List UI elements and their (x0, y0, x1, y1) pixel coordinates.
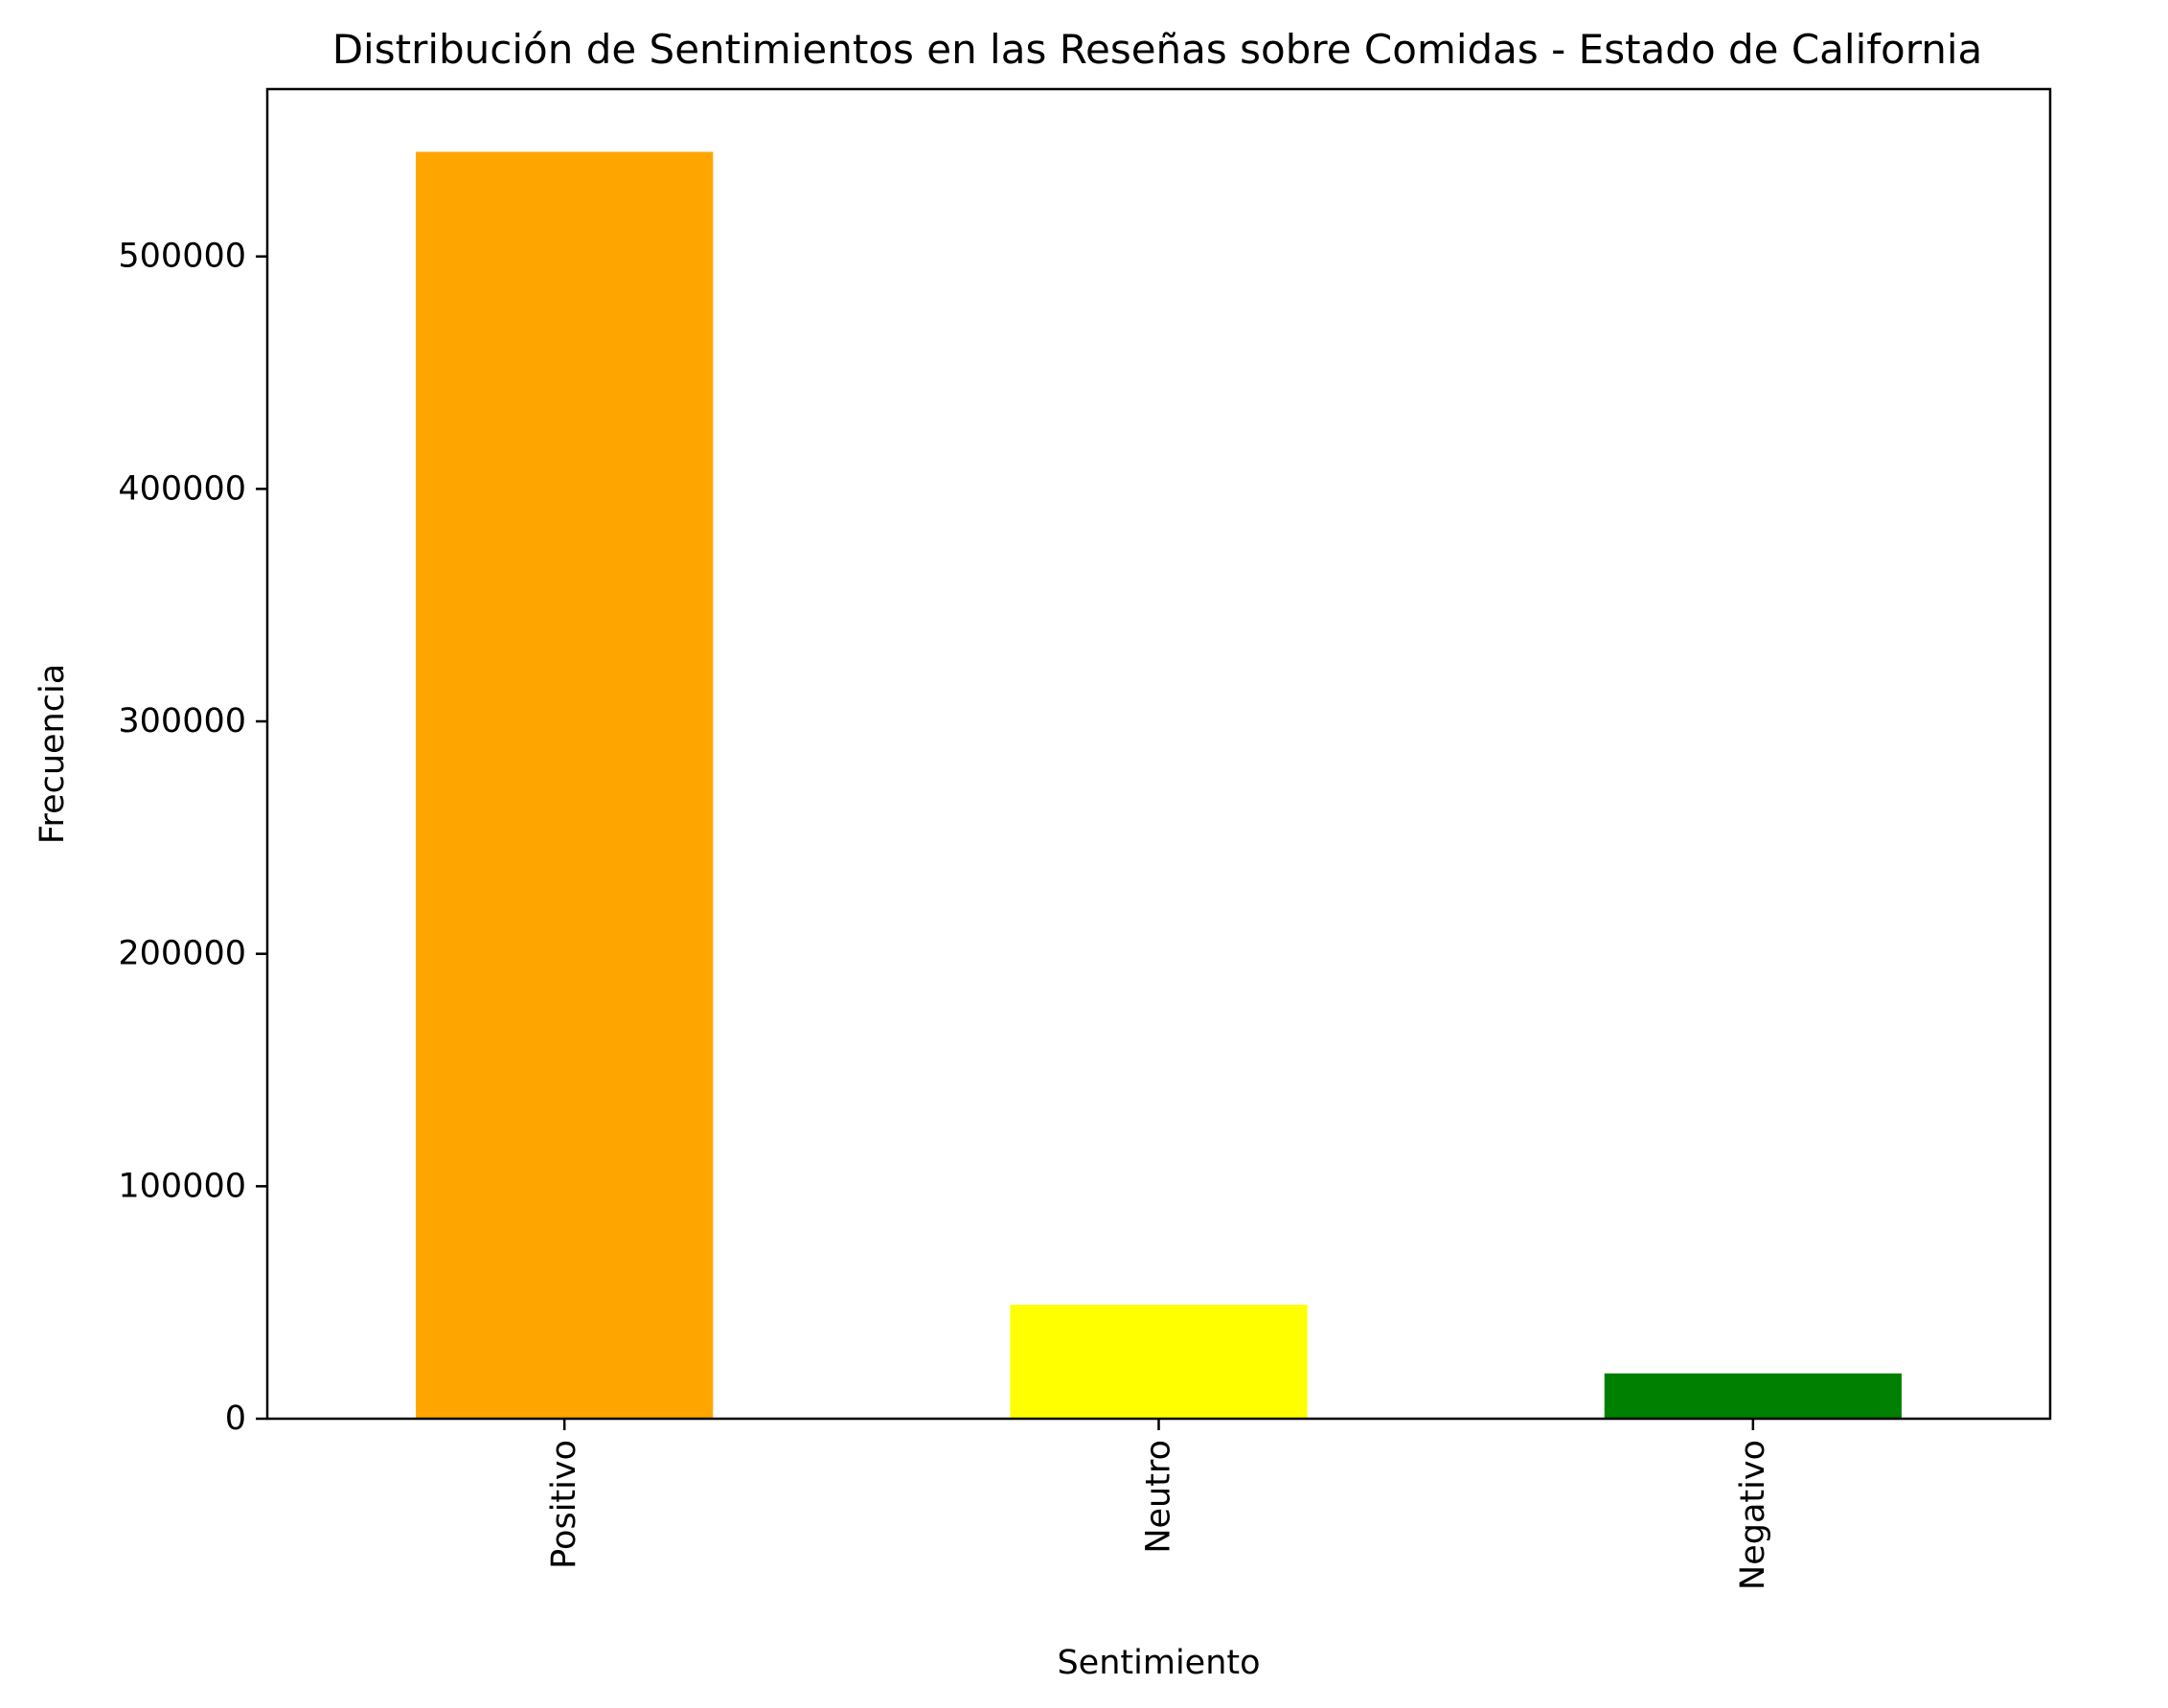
y-tick-label: 300000 (118, 702, 246, 740)
y-tick-label: 400000 (118, 469, 246, 508)
y-tick-label: 100000 (118, 1167, 246, 1205)
x-tick-label-positivo: Positivo (545, 1440, 583, 1569)
bars-group (416, 151, 1902, 1420)
y-axis-label: Frecuencia (34, 664, 72, 844)
bar-positivo (416, 151, 714, 1420)
y-tick-label: 500000 (118, 238, 246, 276)
y-axis-ticks: 0 100000 200000 300000 400000 500000 (118, 238, 267, 1438)
x-tick-label-neutro: Neutro (1140, 1440, 1178, 1554)
y-tick-label: 0 (225, 1400, 246, 1438)
chart-title: Distribución de Sentimientos en las Rese… (332, 26, 1983, 73)
x-axis-label: Sentimiento (1057, 1644, 1260, 1682)
x-tick-label-negativo: Negativo (1734, 1440, 1772, 1590)
plot-area-frame (265, 87, 2052, 1421)
x-axis-ticks: Positivo Neutro Negativo (545, 1419, 1772, 1590)
bar-neutro (1010, 1305, 1308, 1419)
bar-negativo (1604, 1373, 1902, 1419)
y-tick-label: 200000 (118, 935, 246, 973)
